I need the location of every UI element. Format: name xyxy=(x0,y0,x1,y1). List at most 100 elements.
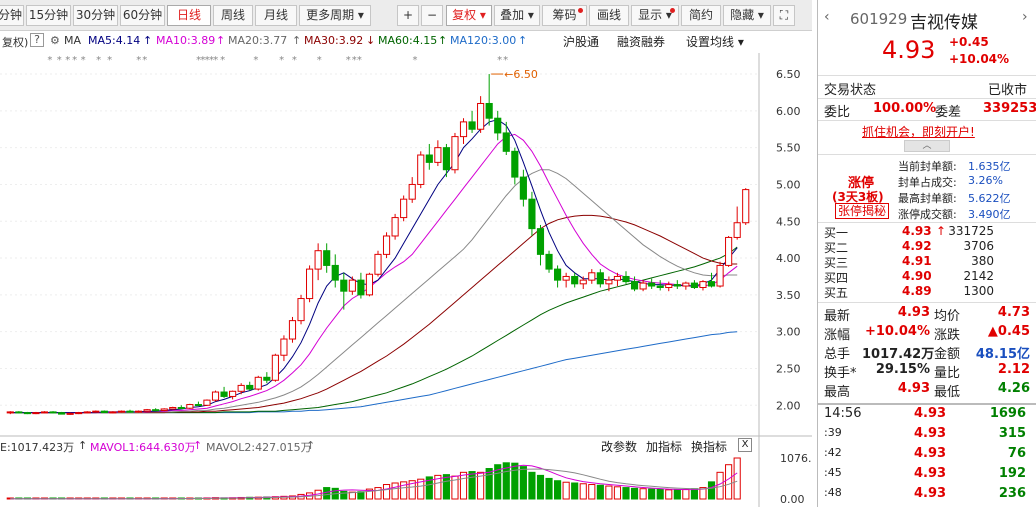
event-marker-icon: * xyxy=(213,55,218,66)
toolbar-button-2[interactable]: 30分钟 xyxy=(73,5,118,26)
ma-settings-dropdown[interactable]: 设置均线 ▾ xyxy=(686,35,744,49)
stat-l1: 涨幅 xyxy=(824,328,851,343)
toolbar-button-10[interactable]: 复权 ▾ xyxy=(446,5,492,26)
toolbar-button-label: 画线 xyxy=(596,8,621,22)
stat-l1: 最新 xyxy=(824,309,851,324)
volume-bar xyxy=(690,488,698,500)
volume-bar xyxy=(665,489,673,500)
candle xyxy=(417,151,425,189)
toolbar-button-16[interactable]: 隐藏 ▾ xyxy=(723,5,771,26)
stat-v2: 4.73 xyxy=(997,305,1030,320)
toolbar-button-5[interactable]: 周线 xyxy=(213,5,253,26)
change-params-button[interactable]: 改参数 xyxy=(601,440,638,454)
price-tick-label: 3.50 xyxy=(776,289,801,302)
volume-bar xyxy=(725,464,733,500)
candle xyxy=(348,276,356,295)
candle xyxy=(83,411,91,414)
volume-bar xyxy=(554,480,562,500)
chevron-up-icon[interactable]: ︿ xyxy=(904,140,950,152)
toolbar-button-label: 隐藏 ▾ xyxy=(730,8,764,22)
limit-up-reveal-button[interactable]: 张停揭秘 xyxy=(835,203,890,219)
toolbar-button-4[interactable]: 日线 xyxy=(167,5,211,26)
toolbar-button-label: 简约 xyxy=(688,8,713,22)
notification-dot xyxy=(578,8,583,13)
toolbar-button-11[interactable]: 叠加 ▾ xyxy=(494,5,540,26)
candle xyxy=(665,281,673,292)
candle xyxy=(725,235,733,267)
volume-bar xyxy=(477,471,485,500)
open-account-ad[interactable]: 抓住机会，即刻开户! xyxy=(862,125,975,139)
toolbar-button-7[interactable]: 更多周期 ▾ xyxy=(299,5,371,26)
add-indicator-button[interactable]: 加指标 xyxy=(646,440,683,454)
stock-name: 吉视传媒 xyxy=(910,13,978,33)
tick-vol: 236 xyxy=(998,486,1026,501)
tick-vol: 192 xyxy=(998,466,1026,481)
volume-bar xyxy=(340,490,348,500)
candle xyxy=(554,265,562,288)
candle xyxy=(742,188,750,225)
up-arrow-icon: ↑ xyxy=(292,34,302,47)
volume-bar xyxy=(400,481,408,500)
chevron-left-icon[interactable]: ‹ xyxy=(824,9,830,25)
candle xyxy=(109,411,117,414)
close-icon[interactable]: X xyxy=(738,438,752,452)
tick-time: :48 xyxy=(824,486,842,499)
toolbar-button-12[interactable]: 筹码 xyxy=(542,5,587,26)
volume-bar xyxy=(699,487,707,500)
trade-status-label: 交易状态 xyxy=(824,83,877,98)
candle xyxy=(160,408,168,412)
event-marker-icon: * xyxy=(209,55,214,66)
toolbar-button-label: 显示 ▾ xyxy=(638,8,672,22)
kline-chart-svg[interactable]: 6.50 6.00 5.50 5.00 4.50 4.00 3.50 3.00 2.50 2.00… xyxy=(0,53,826,507)
bid-label: 买四 xyxy=(824,271,849,285)
toolbar-button-label: ⛶ xyxy=(779,8,789,22)
toolbar-button-label: 更多周期 ▾ xyxy=(306,8,364,22)
toolbar-button-6[interactable]: 月线 xyxy=(255,5,297,26)
event-marker-icon: * xyxy=(81,55,86,66)
toolbar-button-1[interactable]: 15分钟 xyxy=(26,5,71,26)
toolbar-button-3[interactable]: 60分钟 xyxy=(120,5,165,26)
rzrq-link[interactable]: 融资融券 xyxy=(617,35,666,49)
bid-vol: 1300 xyxy=(963,284,994,298)
wc-value: 339253 xyxy=(983,101,1036,116)
volume-bar xyxy=(459,471,468,500)
toolbar-button-label: 30分钟 xyxy=(75,8,116,22)
bid-vol: 2142 xyxy=(963,269,994,283)
candle xyxy=(66,412,74,415)
stat-v1: 4.93 xyxy=(897,305,930,320)
seal-label: 涨停成交额: xyxy=(898,208,957,221)
candle xyxy=(254,375,262,391)
last-price: 4.93 xyxy=(882,36,936,64)
event-marker-icon: * xyxy=(317,55,322,66)
candle xyxy=(357,272,365,299)
volume-bar xyxy=(630,487,639,500)
fullscreen-icon[interactable]: ⛶ xyxy=(773,5,795,26)
toolbar-button-13[interactable]: 画线 xyxy=(589,5,629,26)
switch-indicator-button[interactable]: 换指标 xyxy=(691,440,728,454)
hgt-link[interactable]: 沪股通 xyxy=(563,35,600,49)
toolbar-button-9[interactable]: − xyxy=(421,5,443,26)
event-marker-icon: * xyxy=(497,55,502,66)
volume-tick-label: 0.00 xyxy=(780,493,805,506)
candle xyxy=(340,272,348,310)
fuquan-label[interactable]: 复权) xyxy=(2,36,29,49)
volume-bar xyxy=(519,466,527,500)
toolbar-button-8[interactable]: + xyxy=(397,5,419,26)
event-marker-icon: * xyxy=(107,55,112,66)
toolbar-button-15[interactable]: 简约 xyxy=(681,5,721,26)
help-icon[interactable]: ? xyxy=(30,33,44,47)
stat-l2: 最低 xyxy=(934,385,961,400)
candle xyxy=(211,390,220,402)
trade-status-value: 已收市 xyxy=(988,83,1028,98)
candle xyxy=(331,254,339,288)
gear-icon[interactable]: ⚙ xyxy=(50,34,60,47)
ma5-value: MA5:4.14 xyxy=(88,34,141,47)
toolbar-button-14[interactable]: 显示 ▾ xyxy=(631,5,679,26)
stat-v1: 4.93 xyxy=(897,381,930,396)
candle xyxy=(442,143,450,178)
kline-chart[interactable]: 6.50 6.00 5.50 5.00 4.50 4.00 3.50 3.00 2.50 2.00… xyxy=(0,53,826,507)
chevron-right-icon[interactable]: › xyxy=(1022,9,1028,25)
ma30-value: MA30:3.92 xyxy=(304,34,364,47)
volume-bar xyxy=(605,485,613,500)
toolbar-button-0[interactable]: 分钟 xyxy=(0,5,24,26)
